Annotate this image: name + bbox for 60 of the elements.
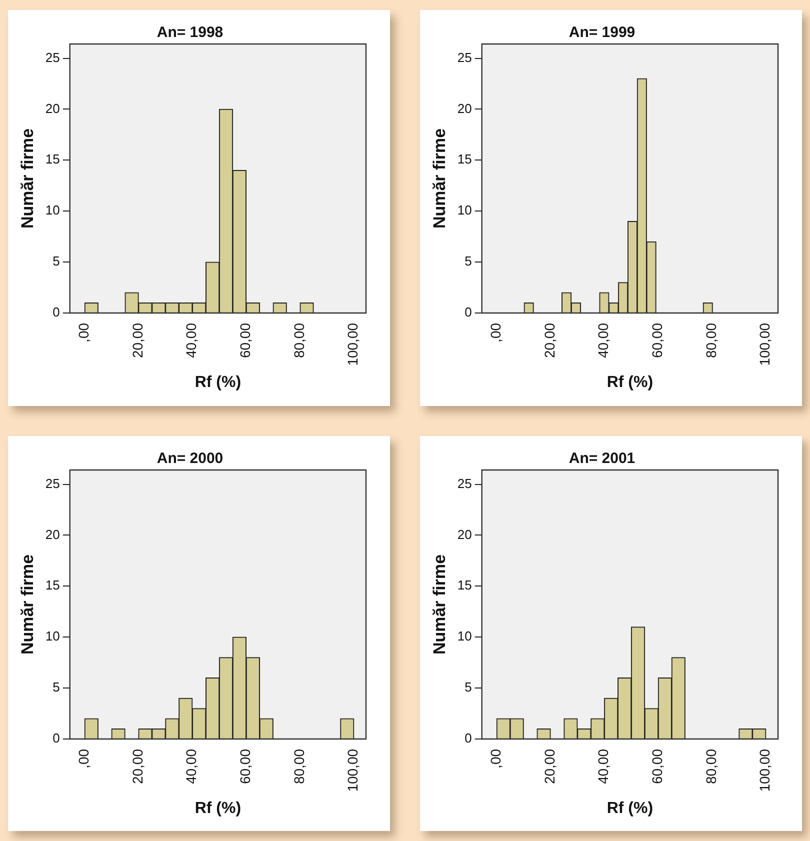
y-axis-title: Număr firme [18,128,37,229]
x-tick-label: 60,00 [649,748,666,784]
x-tick-label: ,00 [76,322,92,342]
y-tick-label: 20 [457,100,472,116]
x-tick-label: ,00 [76,748,92,768]
x-tick-label: 40,00 [183,322,200,358]
chart-title: An= 1999 [568,24,636,42]
x-tick-label: 80,00 [290,748,307,784]
x-axis-title: Rf (%) [194,374,242,391]
y-tick-label: 25 [45,475,60,490]
y-axis-title: Număr firme [430,128,449,229]
x-tick-label: 20,00 [541,322,558,358]
y-tick-label: 25 [45,50,60,65]
x-tick-label: 20,00 [541,748,558,784]
y-tick-label: 15 [457,152,472,167]
x-tick-label: 20,00 [129,748,146,784]
x-tick-label: 40,00 [183,748,200,784]
y-tick-label: 0 [464,730,472,746]
x-tick-label: 60,00 [237,748,254,784]
y-tick-label: 10 [45,628,60,644]
y-tick-label: 25 [457,475,472,490]
x-tick-label: 60,00 [237,322,254,358]
y-tick-label: 5 [464,679,472,694]
x-tick-label: 80,00 [290,322,307,358]
x-tick-label: 40,00 [595,748,612,784]
x-tick-label: 100,00 [344,748,361,792]
y-tick-label: 0 [52,304,60,320]
x-tick-label: 100,00 [756,748,773,792]
y-tick-label: 0 [52,730,60,746]
y-tick-label: 20 [457,526,472,542]
y-tick-label: 10 [457,202,472,218]
x-axis-title: Rf (%) [606,374,654,391]
x-tick-label: ,00 [488,748,504,768]
y-tick-label: 20 [45,526,60,542]
chart-title: An= 1998 [156,24,224,42]
y-tick-label: 5 [52,254,60,269]
y-tick-label: 10 [457,628,472,644]
y-tick-label: 5 [464,254,472,269]
y-axis-title: Număr firme [430,554,449,654]
x-tick-label: 20,00 [129,322,146,358]
y-tick-label: 0 [464,304,472,320]
y-axis-title: Număr firme [18,554,37,654]
x-tick-label: 60,00 [649,322,666,358]
chart-title: An= 2000 [156,450,224,467]
x-tick-label: 80,00 [702,322,719,358]
y-tick-label: 15 [457,577,472,592]
y-tick-label: 25 [457,50,472,65]
y-tick-label: 15 [45,577,60,592]
y-tick-label: 5 [52,679,60,694]
x-tick-label: 100,00 [756,322,773,366]
y-tick-label: 15 [45,152,60,167]
y-tick-label: 10 [45,202,60,218]
y-tick-label: 20 [45,100,60,116]
x-tick-label: 100,00 [344,322,361,366]
x-tick-label: 80,00 [702,748,719,784]
x-tick-label: 40,00 [595,322,612,358]
x-tick-label: ,00 [488,322,504,342]
x-axis-title: Rf (%) [194,799,242,816]
chart-title: An= 2001 [568,450,636,467]
x-axis-title: Rf (%) [606,799,654,816]
